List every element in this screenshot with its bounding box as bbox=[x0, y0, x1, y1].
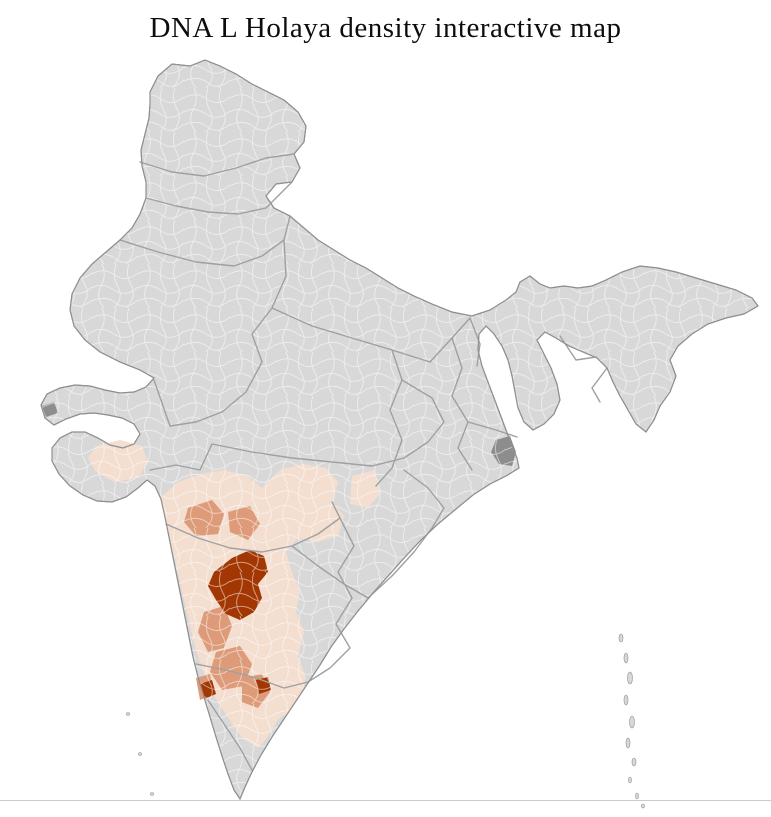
island-dot[interactable] bbox=[641, 803, 645, 809]
district-borders-texture bbox=[41, 60, 758, 799]
island-dot[interactable] bbox=[126, 712, 130, 716]
island-dot[interactable] bbox=[618, 633, 624, 643]
bottom-divider bbox=[0, 800, 771, 801]
island-dot[interactable] bbox=[628, 776, 632, 784]
island-dot[interactable] bbox=[631, 757, 637, 767]
island-dot[interactable] bbox=[629, 715, 635, 729]
island-dot[interactable] bbox=[625, 737, 631, 749]
island-dot[interactable] bbox=[623, 694, 629, 706]
page-title: DNA L Holaya density interactive map bbox=[149, 12, 622, 44]
island-dot[interactable] bbox=[627, 671, 633, 685]
island-dot[interactable] bbox=[635, 792, 639, 800]
lakshadweep-islands[interactable] bbox=[126, 712, 154, 796]
island-dot[interactable] bbox=[623, 652, 629, 664]
island-dot[interactable] bbox=[138, 752, 142, 756]
andaman-nicobar-islands[interactable] bbox=[618, 633, 645, 809]
island-dot[interactable] bbox=[150, 792, 154, 796]
